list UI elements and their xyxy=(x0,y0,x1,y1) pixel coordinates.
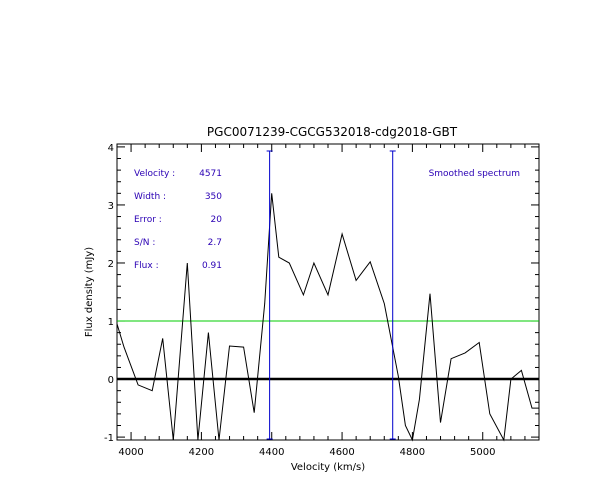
plot-frame xyxy=(116,143,540,441)
y-tick-label: 0 xyxy=(108,375,114,386)
legend-smoothed-spectrum: Smoothed spectrum xyxy=(429,169,520,179)
velocity-value: 4571 xyxy=(199,169,222,179)
y-tick-label: 3 xyxy=(108,201,114,212)
flux-label: Flux : xyxy=(134,261,159,271)
x-tick-label: 4000 xyxy=(118,447,143,458)
data-layer xyxy=(116,150,539,442)
error-value: 20 xyxy=(211,215,223,225)
x-tick-label: 4800 xyxy=(400,447,425,458)
sn-label: S/N : xyxy=(134,238,155,248)
chart-title: PGC0071239-CGCG532018-cdg2018-GBT xyxy=(207,125,458,139)
x-axis-label: Velocity (km/s) xyxy=(291,462,365,473)
spectrum-line xyxy=(116,193,539,442)
axis-ticks: 4000 4200 4400 4600 4800 5000 -1 0 1 2 3 4 xyxy=(104,143,540,458)
y-tick-label: 2 xyxy=(108,259,114,270)
width-value: 350 xyxy=(205,192,222,202)
y-tick-label: 1 xyxy=(108,317,114,328)
x-tick-label: 4600 xyxy=(329,447,354,458)
info-box: Velocity : 4571 Width : 350 Error : 20 S… xyxy=(134,169,222,271)
error-label: Error : xyxy=(134,215,162,225)
x-tick-label: 4200 xyxy=(189,447,214,458)
x-tick-label: 5000 xyxy=(470,447,495,458)
x-tick-label: 4400 xyxy=(259,447,284,458)
y-tick-label: 4 xyxy=(108,143,114,154)
y-tick-label: -1 xyxy=(104,433,114,444)
sn-value: 2.7 xyxy=(208,238,222,248)
width-label: Width : xyxy=(134,192,166,202)
y-axis-label: Flux density (mJy) xyxy=(84,247,95,337)
flux-value: 0.91 xyxy=(202,261,222,271)
velocity-label: Velocity : xyxy=(134,169,175,179)
